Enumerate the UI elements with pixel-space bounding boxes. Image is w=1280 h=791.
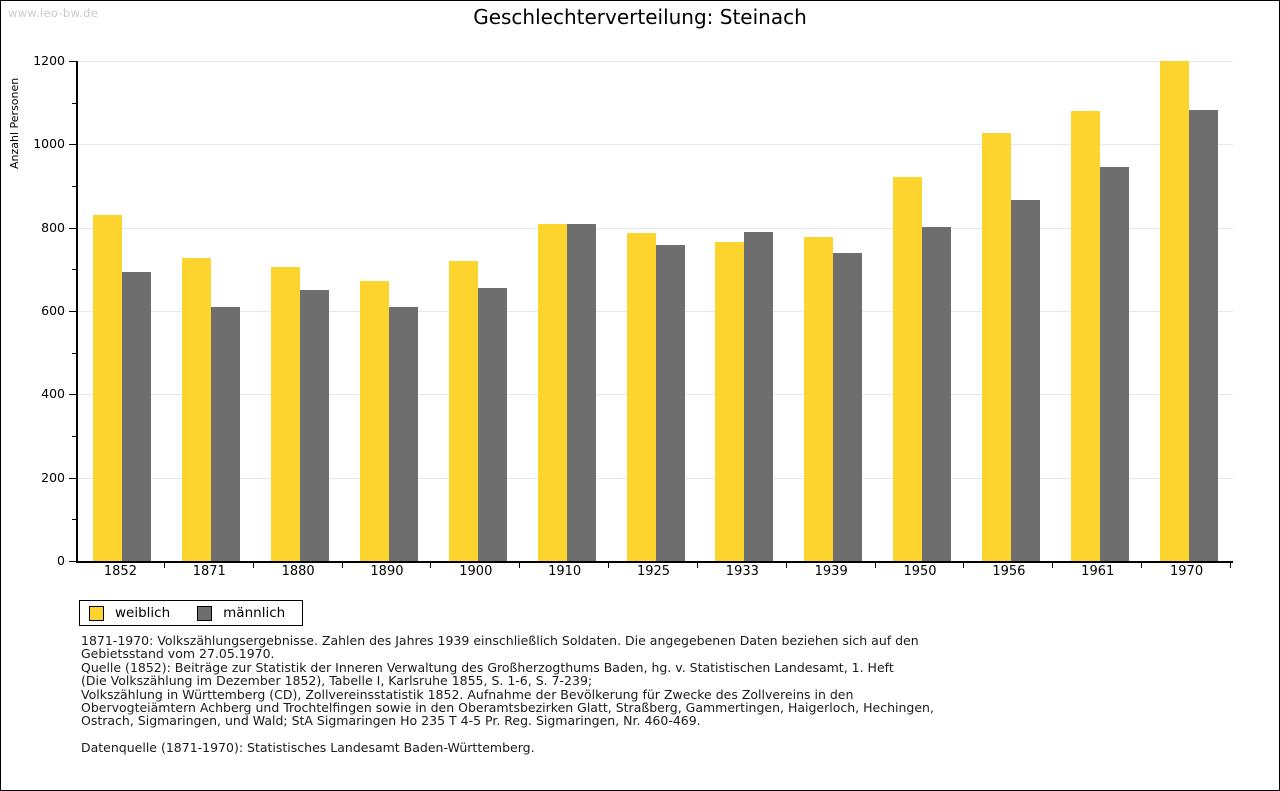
x-category-label-1961: 1961: [1081, 564, 1115, 579]
bar-männlich-1900: [477, 288, 507, 561]
bar-weiblich-1956: [981, 132, 1011, 561]
y-tick-label-600: 600: [41, 303, 65, 318]
bar-männlich-1956: [1010, 200, 1040, 561]
x-category-label-1956: 1956: [992, 564, 1026, 579]
bar-männlich-1925: [655, 244, 685, 561]
y-minor-tick-700: [72, 269, 76, 271]
bar-weiblich-1970: [1159, 61, 1189, 561]
y-tick-label-0: 0: [57, 553, 65, 568]
x-category-label-1970: 1970: [1170, 564, 1204, 579]
legend-item-männlich: männlich: [197, 605, 285, 621]
footnote-line-2: Gebietsstand vom 27.05.1970.: [81, 646, 275, 662]
gridline-800: [78, 227, 1233, 229]
x-boundary-tick-2: [252, 563, 254, 568]
y-major-tick-1000: [69, 144, 76, 146]
x-category-label-1871: 1871: [192, 564, 226, 579]
y-major-tick-0: [69, 561, 76, 562]
bar-weiblich-1910: [537, 223, 567, 561]
footnote-block: 1871-1970: Volkszählungsergebnisse. Zahl…: [81, 633, 1249, 755]
bar-weiblich-1933: [715, 241, 745, 561]
x-boundary-tick-12: [1141, 563, 1143, 568]
bar-männlich-1871: [211, 306, 241, 561]
y-minor-tick-900: [72, 186, 76, 187]
x-boundary-tick-5: [519, 563, 521, 568]
bar-weiblich-1900: [448, 260, 478, 561]
y-tick-label-200: 200: [41, 469, 65, 485]
gridline-1200: [78, 61, 1233, 62]
y-tick-label-1000: 1000: [33, 136, 65, 152]
y-tick-label-1200: 1200: [33, 53, 65, 68]
legend-swatch-männlich: [197, 605, 213, 621]
x-category-label-1933: 1933: [725, 564, 759, 579]
legend-label-männlich: männlich: [223, 605, 286, 621]
datasource-line: Datenquelle (1871-1970): Statistisches L…: [81, 739, 535, 755]
y-major-tick-400: [69, 394, 76, 396]
x-boundary-tick-13: [1230, 563, 1231, 568]
x-category-label-1910: 1910: [548, 564, 582, 579]
footnote-line-1: 1871-1970: Volkszählungsergebnisse. Zahl…: [81, 633, 919, 648]
bar-männlich-1939: [833, 252, 863, 561]
legend-swatch-weiblich: [89, 605, 104, 621]
bar-weiblich-1852: [93, 215, 123, 561]
y-minor-tick-100: [72, 519, 76, 521]
bar-männlich-1970: [1188, 109, 1218, 561]
y-major-tick-200: [69, 477, 76, 479]
bar-männlich-1880: [300, 290, 330, 561]
legend-box: weiblich männlich: [79, 600, 304, 626]
bar-weiblich-1890: [359, 281, 389, 561]
footnote-line-6: Obervogteiämtern Achberg und Trochtelfin…: [81, 700, 934, 716]
x-boundary-tick-7: [696, 563, 698, 568]
bar-weiblich-1961: [1070, 111, 1100, 561]
y-minor-tick-300: [72, 436, 76, 437]
bar-weiblich-1950: [893, 176, 923, 561]
bar-männlich-1852: [122, 272, 152, 561]
x-category-label-1880: 1880: [281, 564, 315, 579]
bar-männlich-1933: [744, 232, 774, 561]
x-category-label-1852: 1852: [103, 564, 137, 579]
x-boundary-tick-1: [163, 563, 165, 568]
y-major-tick-1200: [69, 61, 76, 62]
bar-männlich-1961: [1099, 166, 1129, 561]
y-minor-tick-500: [72, 352, 76, 354]
bar-männlich-1950: [922, 227, 952, 561]
x-category-label-1939: 1939: [814, 564, 848, 579]
x-boundary-tick-8: [785, 563, 787, 568]
footnote-line-5: Volkszählung in Württemberg (CD), Zollve…: [81, 686, 854, 702]
x-category-label-1900: 1900: [459, 564, 493, 579]
x-boundary-tick-3: [341, 563, 343, 568]
x-boundary-tick-11: [1052, 563, 1054, 568]
bar-weiblich-1925: [626, 232, 656, 561]
y-minor-tick-1100: [72, 102, 76, 104]
chart-title: Geschlechterverteilung: Steinach: [473, 5, 807, 29]
bar-weiblich-1939: [804, 237, 834, 561]
x-category-label-1950: 1950: [903, 564, 937, 579]
legend-label-weiblich: weiblich: [115, 605, 171, 621]
footnote-line-3: Quelle (1852): Beiträge zur Statistik de…: [81, 659, 894, 675]
x-boundary-tick-9: [874, 563, 876, 568]
bar-weiblich-1871: [182, 257, 212, 561]
x-category-label-1925: 1925: [636, 564, 671, 579]
y-major-tick-800: [69, 227, 76, 229]
footnote-line-4: (Die Volkszählung im Dezember 1852), Tab…: [81, 673, 593, 689]
y-tick-label-800: 800: [41, 219, 65, 235]
footnote-line-7: Ostrach, Sigmaringen, und Wald; StA Sigm…: [81, 713, 701, 729]
gridline-1000: [78, 144, 1233, 146]
watermark-url: www.leo-bw.de: [8, 6, 99, 20]
x-boundary-tick-4: [430, 563, 432, 568]
x-boundary-tick-10: [963, 563, 965, 568]
y-major-tick-600: [69, 311, 76, 312]
plot-area: [76, 61, 1233, 563]
y-tick-label-400: 400: [41, 386, 65, 402]
x-boundary-tick-6: [608, 563, 610, 568]
x-category-label-1890: 1890: [370, 564, 404, 579]
bar-männlich-1890: [388, 307, 418, 561]
legend-item-weiblich: weiblich: [89, 605, 170, 621]
bar-männlich-1910: [566, 224, 596, 561]
y-axis-label: Anzahl Personen: [8, 77, 21, 169]
bar-weiblich-1880: [271, 266, 301, 561]
